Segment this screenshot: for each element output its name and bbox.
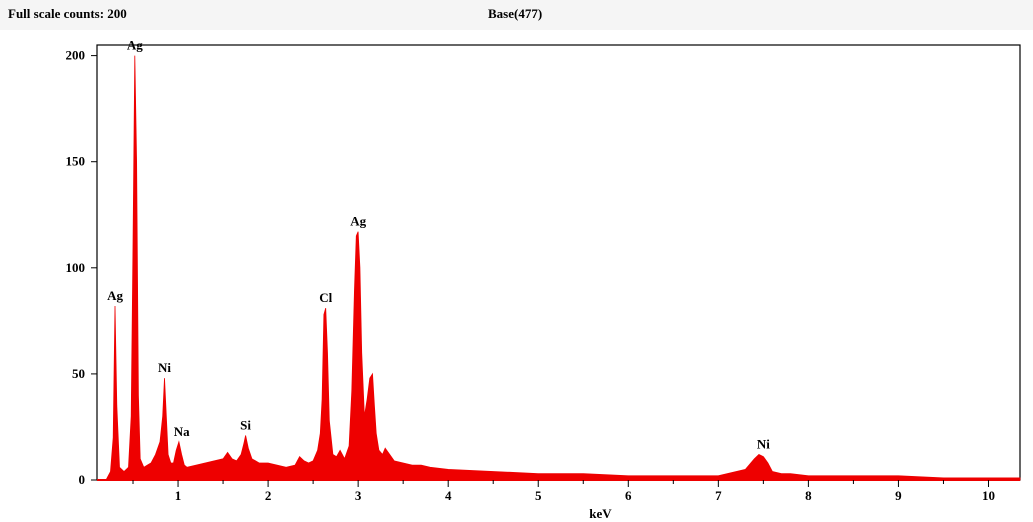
x-tick-label: 7 <box>715 488 722 503</box>
header-bar: Full scale counts: 200 Base(477) <box>0 0 1033 30</box>
peak-label: Na <box>174 424 190 439</box>
x-tick-label: 2 <box>265 488 272 503</box>
y-tick-label: 50 <box>72 366 85 381</box>
x-tick-label: 3 <box>355 488 362 503</box>
x-tick-label: 6 <box>625 488 632 503</box>
peak-label: Ag <box>107 288 123 303</box>
y-tick-label: 150 <box>66 154 86 169</box>
y-tick-label: 100 <box>66 260 86 275</box>
full-scale-label: Full scale counts: 200 <box>8 6 127 21</box>
y-tick-label: 200 <box>66 48 86 63</box>
plot-frame <box>96 44 1021 481</box>
peak-label: Ni <box>757 437 770 452</box>
chart-marks: 0 50 100 150 200 1 2 3 4 5 6 7 8 9 10 Ag Ag Ni Na Si Cl Ag Ni <box>66 38 1021 503</box>
x-tick-label: 8 <box>805 488 812 503</box>
x-tick-label: 5 <box>535 488 542 503</box>
peak-label: Ni <box>158 360 171 375</box>
x-axis-label: keV <box>589 506 612 521</box>
peak-label: Ag <box>350 214 366 229</box>
y-tick-label: 0 <box>79 472 86 487</box>
peak-label: Ag <box>127 38 143 53</box>
spectrum-area <box>97 55 1021 481</box>
x-tick-label: 4 <box>445 488 452 503</box>
peak-label: Cl <box>319 290 332 305</box>
x-tick-label: 9 <box>895 488 902 503</box>
x-tick-label: 1 <box>175 488 182 503</box>
peak-label: Si <box>240 417 251 432</box>
base-label: Base(477) <box>488 6 543 21</box>
x-tick-label: 10 <box>982 488 995 503</box>
